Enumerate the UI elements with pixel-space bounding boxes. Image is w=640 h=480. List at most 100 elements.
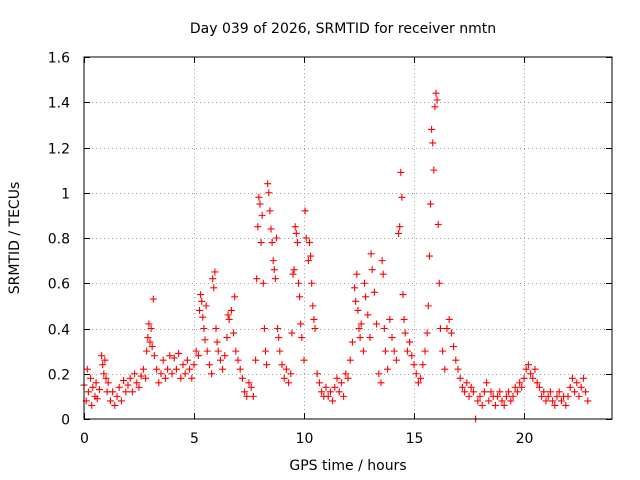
data-point-marker	[269, 257, 277, 265]
data-point-marker	[322, 383, 330, 391]
data-point-marker	[505, 388, 513, 396]
data-point-marker	[555, 388, 563, 396]
data-point-marker	[373, 320, 381, 328]
data-point-marker	[137, 372, 145, 380]
data-point-marker	[197, 291, 205, 299]
data-point-marker	[225, 315, 233, 323]
data-point-marker	[104, 379, 112, 387]
data-point-marker	[149, 295, 157, 303]
data-point-marker	[502, 392, 510, 400]
data-point-marker	[227, 306, 235, 314]
data-point-marker	[270, 266, 278, 274]
data-point-marker	[400, 315, 408, 323]
grid-lines	[84, 57, 612, 419]
data-point-marker	[335, 388, 343, 396]
data-point-marker	[401, 329, 409, 337]
data-point-marker	[255, 193, 263, 201]
data-point-marker	[529, 374, 537, 382]
data-point-marker	[424, 302, 432, 310]
data-point-marker	[291, 223, 299, 231]
data-point-marker	[348, 338, 356, 346]
data-point-marker	[126, 374, 134, 382]
data-point-marker	[507, 397, 515, 405]
data-point-marker	[584, 397, 592, 405]
data-point-marker	[155, 379, 163, 387]
data-point-marker	[150, 352, 158, 360]
data-point-marker	[352, 297, 360, 305]
data-point-marker	[403, 347, 411, 355]
data-point-marker	[143, 347, 151, 355]
y-tick-label: 1.4	[48, 96, 70, 112]
data-point-marker	[344, 374, 352, 382]
data-point-marker	[113, 392, 121, 400]
data-point-marker	[575, 392, 583, 400]
data-point-marker	[571, 388, 579, 396]
data-point-marker	[557, 397, 565, 405]
data-point-marker	[354, 306, 362, 314]
data-point-marker	[145, 320, 153, 328]
data-point-marker	[573, 379, 581, 387]
data-point-marker	[172, 365, 180, 373]
data-point-marker	[83, 365, 91, 373]
data-point-marker	[308, 279, 316, 287]
data-point-marker	[568, 374, 576, 382]
data-point-marker	[212, 325, 220, 332]
data-point-marker	[375, 370, 383, 378]
data-point-marker	[307, 252, 315, 260]
y-tick-label: 0.6	[48, 277, 70, 293]
data-point-marker	[439, 347, 447, 355]
data-point-marker	[276, 347, 284, 355]
data-point-marker	[542, 397, 550, 405]
data-point-marker	[247, 383, 255, 391]
data-point-marker	[287, 370, 295, 378]
data-point-marker	[230, 329, 238, 337]
data-point-marker	[535, 383, 543, 391]
data-point-marker	[419, 361, 427, 369]
data-point-marker	[186, 365, 194, 373]
data-point-marker	[406, 338, 414, 346]
data-point-marker	[258, 211, 266, 219]
data-point-marker	[298, 334, 306, 342]
data-point-marker	[300, 356, 308, 364]
data-point-marker	[553, 392, 561, 400]
data-point-marker	[430, 166, 438, 174]
data-point-marker	[513, 388, 521, 396]
data-point-marker	[518, 383, 526, 391]
data-point-marker	[311, 325, 319, 332]
data-point-marker	[146, 338, 154, 346]
data-point-marker	[431, 103, 439, 111]
data-point-marker	[429, 139, 437, 147]
data-point-marker	[264, 180, 272, 188]
data-point-marker	[381, 347, 389, 355]
data-point-marker	[265, 189, 273, 197]
data-point-marker	[476, 392, 484, 400]
data-point-marker	[102, 374, 110, 382]
data-point-marker	[223, 334, 231, 342]
y-tick-label: 1	[61, 187, 70, 203]
data-point-marker	[454, 365, 462, 373]
data-point-marker	[417, 374, 425, 382]
data-point-marker	[410, 361, 418, 369]
data-point-marker	[324, 392, 332, 400]
data-point-marker	[153, 365, 161, 373]
data-point-marker	[192, 347, 200, 355]
data-point-marker	[135, 383, 143, 391]
data-point-marker	[540, 388, 548, 396]
y-tick-labels: 0 0.2 0.4 0.6 0.8 1 1.2 1.4 1.6	[48, 51, 70, 429]
data-point-marker	[435, 279, 443, 287]
data-point-marker	[447, 329, 455, 337]
y-tick-label: 0.4	[48, 323, 70, 339]
data-point-marker	[292, 229, 300, 237]
data-point-marker	[293, 239, 301, 247]
data-point-marker	[579, 374, 587, 382]
data-point-marker	[142, 374, 150, 382]
data-point-marker	[161, 374, 169, 382]
data-point-marker	[120, 377, 128, 385]
data-point-marker	[436, 325, 444, 332]
data-point-marker	[367, 250, 375, 258]
data-point-marker	[159, 356, 167, 364]
data-point-marker	[396, 223, 404, 231]
data-point-marker	[128, 388, 136, 396]
data-point-marker	[433, 96, 441, 104]
